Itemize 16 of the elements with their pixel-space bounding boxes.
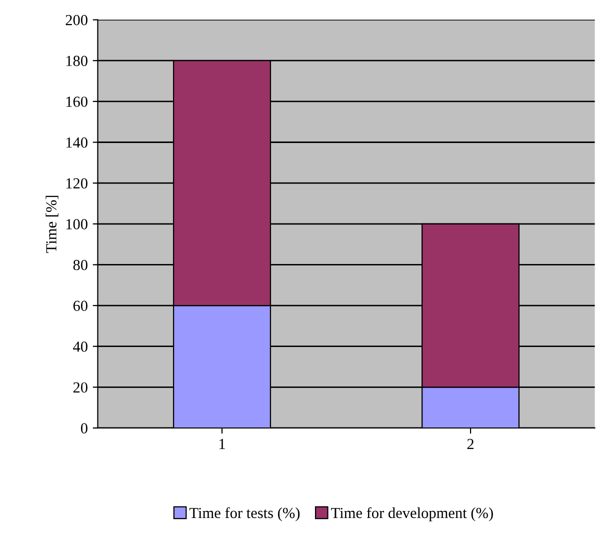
y-axis-title: Time [%]	[46, 196, 58, 253]
y-tick-label: 160	[66, 96, 88, 107]
y-tick-label: 140	[66, 137, 88, 148]
y-tick-label: 120	[66, 178, 88, 189]
y-tick-label: 80	[73, 260, 88, 270]
y-tick-label: 0	[80, 423, 88, 434]
y-tick-label: 40	[73, 342, 88, 352]
y-tick-label: 180	[66, 56, 88, 66]
legend-label: Time for tests (%)	[189, 507, 300, 522]
x-tick-label: 1	[220, 438, 225, 450]
legend-label: Time for development (%)	[331, 507, 493, 522]
y-tick-label: 100	[66, 219, 88, 230]
y-tick-label: 20	[73, 382, 88, 393]
y-tick-label: 200	[66, 14, 88, 26]
y-tick-label: 60	[73, 300, 88, 311]
x-tick-label: 2	[467, 438, 474, 450]
